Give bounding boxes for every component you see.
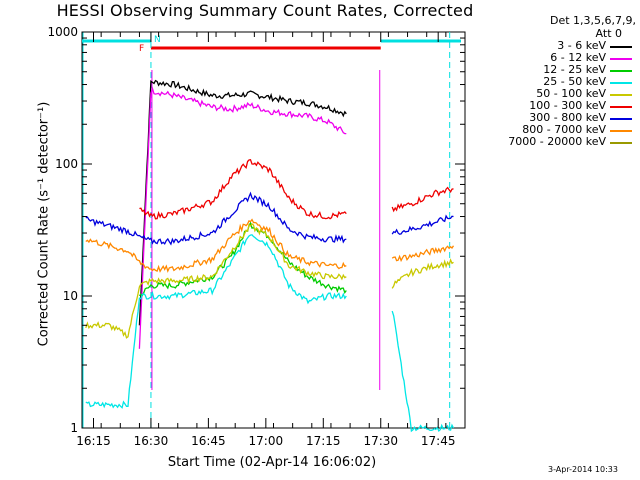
legend-attenuator: Att 0 [595,27,622,40]
x-tick-label: 17:45 [421,434,456,448]
series-50-100kev [85,222,454,339]
legend-entries: 3 - 6 keV 6 - 12 keV 12 - 25 keV 25 - 50 ke… [484,40,636,148]
legend-entry: 12 - 25 keV [484,64,636,76]
y-tick-label: 1000 [47,25,78,39]
series-line [85,234,347,409]
series-line [85,222,347,339]
legend-entry-label: 12 - 25 keV [543,63,606,76]
legend-entry: 300 - 800 keV [484,112,636,124]
legend-swatch [610,70,632,72]
series-25-50kev [85,234,455,433]
y-tick-label: 100 [55,157,78,171]
night-marker-label: N [154,35,161,45]
x-axis-title: Start Time (02-Apr-14 16:06:02) [167,455,377,470]
series-line [391,186,454,213]
legend-entry: 25 - 50 keV [484,76,636,88]
legend-entry-label: 300 - 800 keV [529,111,606,124]
x-tick-label: 17:30 [363,434,398,448]
legend-entry-label: 800 - 7000 keV [522,123,606,136]
x-tick-label: 16:45 [191,434,226,448]
legend-entry-label: 7000 - 20000 keV [508,135,606,148]
series-100-300kev [139,158,454,220]
axis-ticks: 1 10 100 1000 16:15 16:30 16:45 17:00 17:15 17:30… [47,25,466,448]
legend-swatch [610,58,632,60]
legend-entry: 3 - 6 keV [484,40,636,52]
legend-entry-label: 6 - 12 keV [550,51,606,64]
chart-title: HESSI Observing Summary Count Rates, Cor… [56,1,474,20]
series-6-12kev [138,86,347,349]
legend: Det 1,3,5,6,7,9, Att 0 3 - 6 keV 6 - 12 k… [484,14,636,148]
series-800-7000kev [85,218,455,273]
x-tick-label: 16:15 [76,434,111,448]
legend-entry-label: 25 - 50 keV [543,75,606,88]
series-line [85,191,347,246]
x-tick-label: 17:00 [249,434,284,448]
series-line [138,79,347,326]
y-axis-title: Corrected Count Rate (s⁻¹ detector⁻¹) [36,101,52,347]
legend-swatch [610,82,632,84]
x-tick-label: 16:30 [134,434,169,448]
plot-frame [81,31,466,429]
legend-swatch [610,130,632,132]
legend-entry-label: 3 - 6 keV [557,39,606,52]
series-lines [85,79,455,433]
legend-entry: 7000 - 20000 keV [484,136,636,148]
legend-entry-label: 50 - 100 keV [536,87,606,100]
legend-entry: 6 - 12 keV [484,52,636,64]
legend-entry-label: 100 - 300 keV [529,99,606,112]
legend-entry: 100 - 300 keV [484,100,636,112]
legend-entry: 50 - 100 keV [484,88,636,100]
series-line [138,86,347,349]
series-line [391,214,454,235]
generation-timestamp: 3-Apr-2014 10:33 [548,465,618,474]
axes-frame [81,31,466,429]
series-line [391,310,455,433]
legend-swatch [610,46,632,48]
series-line [391,245,455,263]
legend-entry: 800 - 7000 keV [484,124,636,136]
x-tick-label: 17:15 [306,434,341,448]
legend-swatch [610,118,632,120]
y-tick-label: 10 [63,289,78,303]
y-tick-label: 1 [70,421,78,435]
series-line [391,258,454,289]
legend-swatch [610,142,632,144]
series-300-800kev [85,191,454,246]
legend-swatch [610,106,632,108]
legend-detectors: Det 1,3,5,6,7,9, [549,14,636,27]
series-line [139,158,347,220]
series-line [85,218,347,273]
flare-flag-label: F [139,44,144,54]
series-line [138,221,347,297]
series-3-6kev [138,79,347,326]
legend-swatch [610,94,632,96]
